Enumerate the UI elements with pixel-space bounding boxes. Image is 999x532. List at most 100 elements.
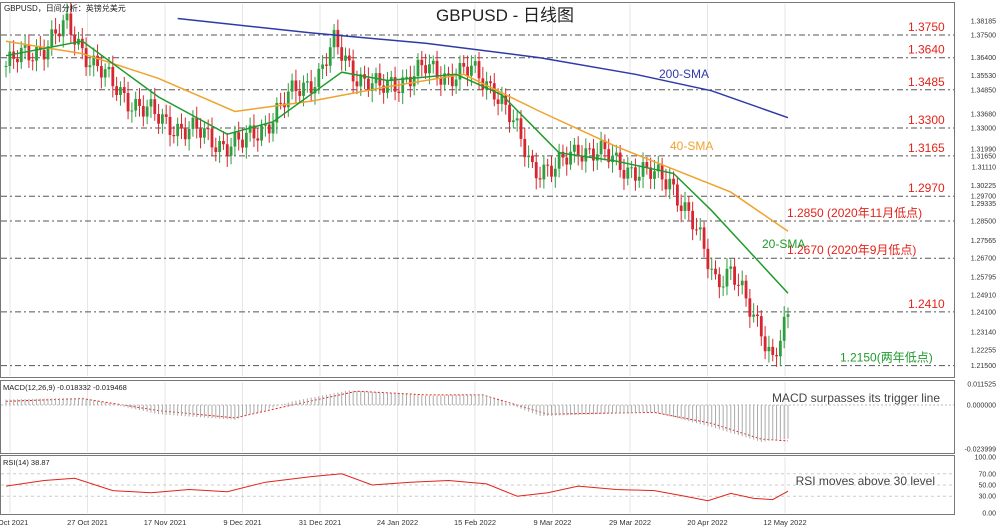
candle xyxy=(382,85,386,93)
candle xyxy=(88,65,92,68)
candle xyxy=(214,147,218,153)
rsi-line xyxy=(5,473,789,502)
candle xyxy=(733,266,736,285)
candle xyxy=(473,61,477,66)
y-tick-label: 1.21500 xyxy=(971,363,996,370)
level-label: 1.3750 xyxy=(908,20,945,34)
candle xyxy=(637,176,641,181)
candle xyxy=(714,268,717,275)
candle xyxy=(649,167,653,179)
candle xyxy=(462,62,466,67)
sma20-line xyxy=(5,40,789,294)
level-label: 1.3485 xyxy=(908,75,945,89)
candle xyxy=(786,314,790,317)
level-label: 1.2410 xyxy=(908,297,945,311)
candle xyxy=(546,164,550,166)
candle xyxy=(340,47,344,61)
x-tick-label: 9 Mar 2022 xyxy=(534,518,572,527)
candle xyxy=(126,92,130,112)
candle xyxy=(366,78,370,91)
candle xyxy=(511,120,515,123)
candle xyxy=(778,340,782,357)
candle xyxy=(103,69,107,78)
level-label: 1.3165 xyxy=(908,141,945,155)
candle xyxy=(23,45,27,48)
sma40-label: 40-SMA xyxy=(670,139,713,153)
y-tick-label: 1.33680 xyxy=(971,111,996,118)
y-tick-label: 1.38185 xyxy=(971,18,996,25)
y-tick-label: 1.31990 xyxy=(971,146,996,153)
candle xyxy=(244,132,248,148)
candle xyxy=(309,81,313,94)
candle xyxy=(744,280,748,299)
candle xyxy=(80,38,84,49)
candle xyxy=(698,227,702,230)
candle xyxy=(550,165,553,177)
y-tick-label: 1.29335 xyxy=(971,201,996,208)
candle xyxy=(347,55,351,61)
candle xyxy=(737,284,740,286)
candle xyxy=(313,87,317,94)
candle xyxy=(702,227,706,249)
macd-signal-line xyxy=(5,390,789,442)
candle xyxy=(527,155,531,158)
level-label: 1.3640 xyxy=(908,43,945,57)
candle xyxy=(706,248,710,270)
candle xyxy=(454,79,458,87)
candle xyxy=(210,128,214,148)
candle xyxy=(572,144,576,152)
candle xyxy=(12,51,16,59)
candle xyxy=(683,202,687,211)
macd-annotation: MACD surpasses its trigger line xyxy=(772,391,940,405)
x-tick-label: 29 Mar 2022 xyxy=(609,518,651,527)
candle xyxy=(229,146,233,156)
candle xyxy=(458,62,462,80)
candle xyxy=(614,152,618,156)
candle xyxy=(122,87,126,93)
candle xyxy=(428,64,431,74)
candle xyxy=(450,74,454,87)
candle xyxy=(622,169,626,179)
candle xyxy=(500,95,504,104)
candle xyxy=(630,167,633,169)
candle xyxy=(599,140,603,155)
candle xyxy=(370,83,374,91)
candle xyxy=(267,124,271,134)
level-label: 1.2150(两年低点) xyxy=(840,351,933,365)
candle xyxy=(439,77,443,85)
level-label: 1.3300 xyxy=(908,113,945,127)
candle xyxy=(687,202,691,211)
candle xyxy=(393,77,397,92)
candle xyxy=(332,29,336,48)
candle xyxy=(153,99,157,114)
candle xyxy=(96,55,99,67)
sma200-label: 200-SMA xyxy=(659,67,709,81)
y-tick-label: 1.25795 xyxy=(971,274,996,281)
price-panel xyxy=(0,2,955,378)
candle xyxy=(107,66,111,70)
x-tick-label: 12 May 2022 xyxy=(763,518,806,527)
candle xyxy=(405,76,408,78)
candle xyxy=(138,98,141,107)
candle xyxy=(92,55,96,66)
candle xyxy=(176,123,180,137)
candle xyxy=(164,114,168,117)
rsi-y-tick-label: 50.00 xyxy=(978,483,996,490)
candle xyxy=(584,148,588,162)
x-tick-label: 27 Oct 2021 xyxy=(67,518,108,527)
macd-panel xyxy=(0,380,955,454)
candle xyxy=(263,124,267,126)
candle xyxy=(191,117,195,129)
candle xyxy=(565,157,569,165)
candle xyxy=(69,13,73,35)
rsi-y-tick-label: 30.00 xyxy=(978,494,996,501)
macd-y-tick-label: 0.000000 xyxy=(967,403,996,410)
candle xyxy=(50,29,54,47)
candle xyxy=(603,140,607,150)
candle xyxy=(660,164,664,180)
candle xyxy=(611,155,614,163)
candle xyxy=(141,106,145,117)
candle xyxy=(580,156,584,162)
candle xyxy=(256,138,260,141)
sma200-line xyxy=(177,17,789,119)
